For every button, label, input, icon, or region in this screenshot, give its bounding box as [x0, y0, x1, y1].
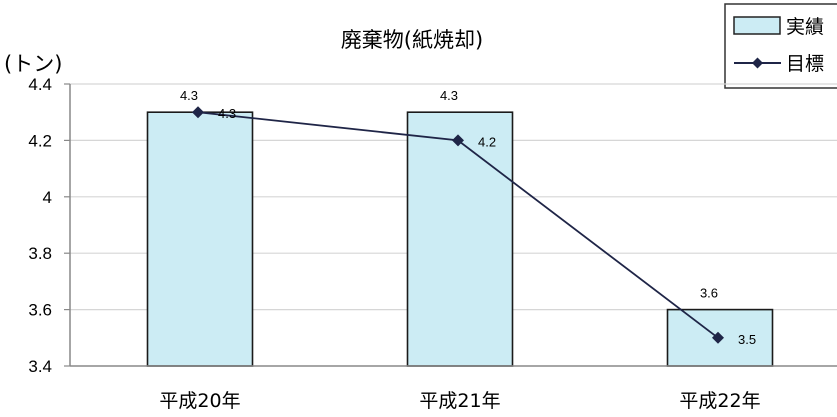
x-tick-label: 平成20年: [159, 390, 240, 412]
x-axis-ticks: 平成20年 平成21年 平成22年: [159, 390, 760, 412]
legend: 実績 目標: [724, 3, 837, 89]
y-tick-label: 4.2: [28, 131, 52, 150]
legend-marker-icon: [752, 57, 763, 69]
chart-title: 廃棄物(紙焼却): [341, 28, 483, 52]
bar: [146, 111, 254, 367]
legend-label-target: 目標: [786, 53, 824, 75]
bar-data-label: 4.3: [180, 88, 198, 103]
bar-data-label: 3.6: [700, 286, 718, 301]
target-point-marker: [452, 134, 464, 147]
legend-bar-swatch: [733, 16, 781, 35]
y-axis-ticks: 4.4 4.2 4 3.8 3.6 3.4: [28, 75, 70, 376]
target-data-label: 4.3: [218, 106, 236, 121]
x-tick-label: 平成22年: [679, 390, 760, 412]
y-tick-label: 3.8: [28, 244, 52, 263]
x-tick-label: 平成21年: [419, 390, 500, 412]
bar-data-label: 4.3: [440, 88, 458, 103]
target-point-marker: [712, 331, 724, 344]
y-tick-label: 4.4: [28, 75, 52, 94]
y-tick-label: 3.6: [28, 301, 52, 320]
target-point-marker: [192, 106, 204, 119]
bar: [406, 111, 514, 367]
y-tick-label: 4: [43, 188, 52, 207]
y-axis-unit-label: (トン): [4, 52, 62, 76]
bar-series: 4.3 4.3 3.6: [146, 88, 774, 367]
y-tick-label: 3.4: [28, 357, 52, 376]
target-data-label: 4.2: [478, 134, 496, 149]
target-line-series: 4.3 4.2 3.5: [192, 106, 756, 347]
target-data-label: 3.5: [738, 332, 756, 347]
legend-label-actual: 実績: [786, 16, 824, 38]
